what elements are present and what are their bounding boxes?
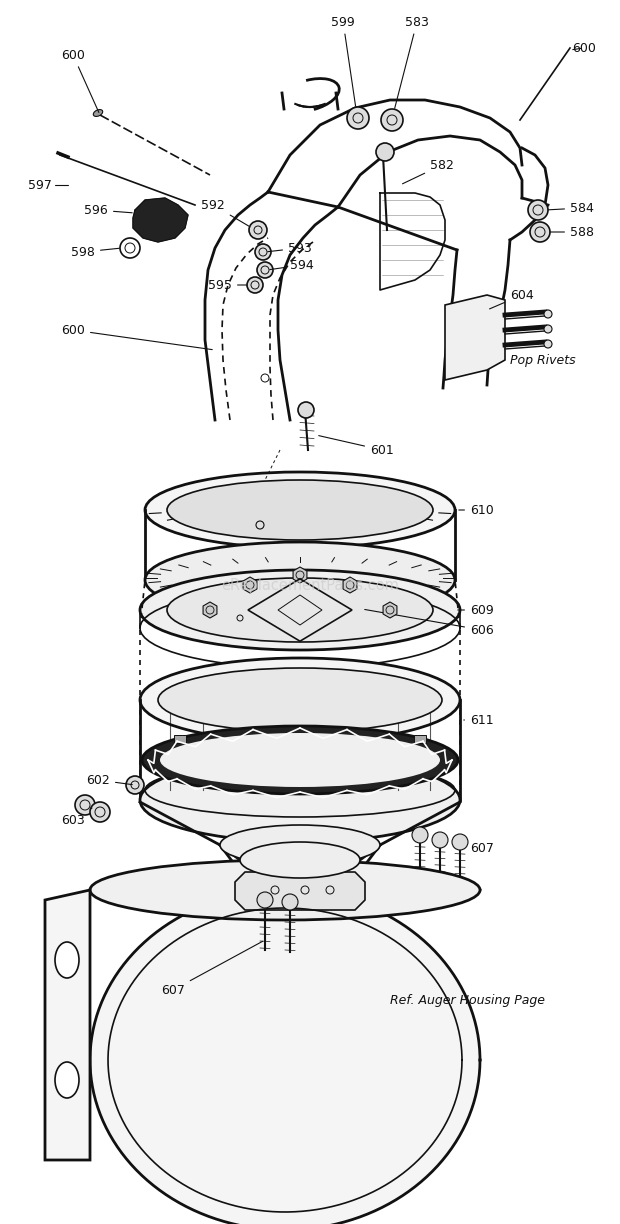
Ellipse shape: [93, 110, 103, 116]
Polygon shape: [45, 890, 90, 1160]
Text: 597: 597: [28, 179, 52, 191]
Polygon shape: [445, 295, 505, 379]
Polygon shape: [243, 577, 257, 592]
Text: 583: 583: [395, 16, 429, 108]
Polygon shape: [383, 602, 397, 618]
Text: 595: 595: [208, 279, 247, 291]
Ellipse shape: [140, 659, 460, 742]
Text: 582: 582: [402, 158, 454, 184]
Circle shape: [528, 200, 548, 220]
Circle shape: [249, 222, 267, 239]
Text: 593: 593: [268, 241, 312, 255]
Polygon shape: [293, 567, 307, 583]
Text: Pop Rivets: Pop Rivets: [510, 354, 575, 366]
Ellipse shape: [140, 758, 460, 842]
Text: 610: 610: [459, 503, 494, 517]
Text: Ref. Auger Housing Page: Ref. Auger Housing Page: [390, 994, 545, 1006]
Text: 601: 601: [319, 436, 394, 457]
Circle shape: [544, 326, 552, 333]
Circle shape: [381, 109, 403, 131]
Bar: [414, 734, 426, 743]
Ellipse shape: [142, 726, 458, 794]
Ellipse shape: [220, 825, 380, 865]
Text: 607: 607: [161, 941, 262, 996]
Circle shape: [452, 834, 468, 849]
Text: 594: 594: [270, 258, 314, 272]
Circle shape: [126, 776, 144, 794]
Text: 588: 588: [550, 225, 594, 239]
Text: 611: 611: [464, 714, 494, 727]
Text: 592: 592: [202, 198, 250, 226]
Polygon shape: [203, 602, 217, 618]
Ellipse shape: [55, 1062, 79, 1098]
Ellipse shape: [167, 578, 433, 643]
Text: 602: 602: [86, 774, 132, 787]
Text: eReplacementParts.com: eReplacementParts.com: [221, 578, 399, 592]
Text: 609: 609: [458, 603, 494, 617]
Circle shape: [282, 894, 298, 909]
Ellipse shape: [140, 570, 460, 650]
Polygon shape: [235, 871, 365, 909]
Text: 607: 607: [462, 842, 494, 854]
Circle shape: [247, 277, 263, 293]
Circle shape: [544, 340, 552, 348]
Text: 600: 600: [572, 42, 596, 55]
Ellipse shape: [167, 480, 433, 540]
Ellipse shape: [158, 668, 442, 732]
Text: 603: 603: [61, 808, 92, 826]
Ellipse shape: [90, 860, 480, 920]
Circle shape: [376, 143, 394, 162]
Circle shape: [298, 401, 314, 419]
Text: 604: 604: [490, 289, 534, 308]
Circle shape: [90, 802, 110, 823]
Text: 606: 606: [365, 610, 494, 636]
Circle shape: [257, 892, 273, 908]
Ellipse shape: [160, 733, 440, 787]
Circle shape: [257, 262, 273, 278]
Text: 596: 596: [84, 203, 132, 217]
Circle shape: [347, 106, 369, 129]
Circle shape: [530, 222, 550, 242]
Text: 600: 600: [61, 49, 99, 113]
Circle shape: [432, 832, 448, 848]
Text: 584: 584: [548, 202, 594, 214]
Bar: [174, 734, 186, 743]
Polygon shape: [343, 577, 357, 592]
Circle shape: [412, 827, 428, 843]
Circle shape: [544, 310, 552, 318]
Polygon shape: [133, 198, 188, 242]
Polygon shape: [90, 890, 480, 1224]
Circle shape: [75, 796, 95, 815]
Ellipse shape: [55, 942, 79, 978]
Text: 600: 600: [61, 323, 212, 350]
Text: 598: 598: [71, 246, 119, 258]
Ellipse shape: [145, 542, 455, 618]
Text: 599: 599: [331, 16, 356, 106]
Ellipse shape: [240, 842, 360, 878]
Ellipse shape: [145, 472, 455, 548]
Circle shape: [255, 244, 271, 259]
